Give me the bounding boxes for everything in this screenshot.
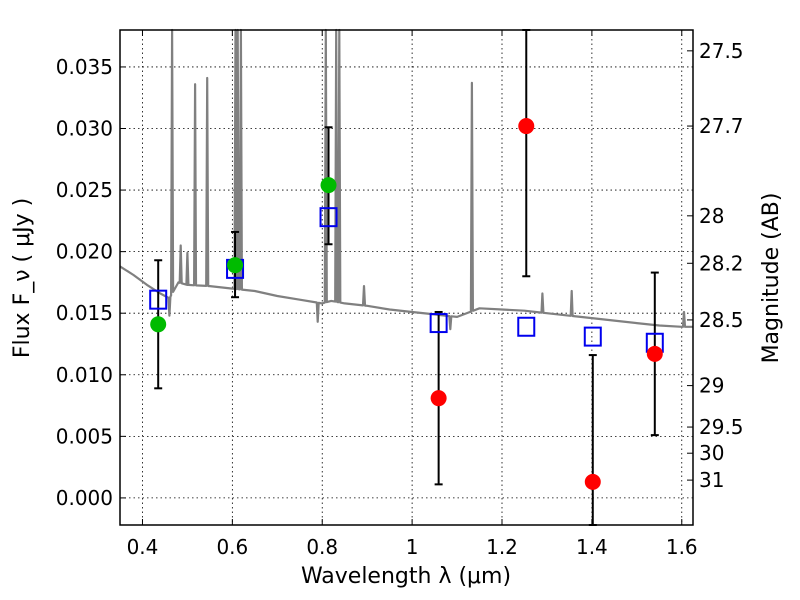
- y-tick-label: 0.000: [56, 486, 113, 510]
- magnitude-tick-label: 29: [699, 374, 724, 398]
- magnitude-axis-label: Magnitude (AB): [759, 193, 784, 364]
- spectrum-line: [119, 28, 693, 331]
- y-tick-label: 0.025: [56, 178, 113, 202]
- magnitude-tick-label: 27.5: [699, 39, 744, 63]
- x-axis-label: Wavelength λ (μm): [301, 564, 511, 589]
- magnitude-tick-label: 31: [699, 468, 724, 492]
- observed-point: [227, 257, 244, 274]
- magnitude-tick-label: 30: [699, 441, 724, 465]
- x-tick-label: 1: [406, 535, 419, 559]
- y-tick-label: 0.015: [56, 301, 113, 325]
- magnitude-tick-label: 27.7: [699, 114, 744, 138]
- y-tick-label: 0.020: [56, 240, 113, 264]
- y-tick-label: 0.005: [56, 424, 113, 448]
- magnitude-tick-label: 29.5: [699, 415, 744, 439]
- x-tick-label: 1.4: [576, 535, 608, 559]
- observed-point: [518, 118, 535, 135]
- model-band-point: [429, 313, 448, 334]
- model-band-point: [149, 289, 168, 310]
- magnitude-tick-label: 28.5: [699, 308, 744, 332]
- y-axis-label: Flux F_ν ( μJy ): [10, 198, 35, 358]
- model-band-point: [517, 316, 536, 337]
- observed-point: [584, 473, 601, 490]
- y-tick-label: 0.010: [56, 363, 113, 387]
- model-band-point: [319, 207, 338, 228]
- grid: [120, 30, 693, 525]
- x-tick-label: 0.8: [306, 535, 338, 559]
- x-tick-label: 1.2: [486, 535, 518, 559]
- x-tick-label: 0.6: [216, 535, 248, 559]
- observed-fluxes: [150, 118, 663, 490]
- observed-point: [150, 316, 167, 333]
- magnitude-tick-label: 28.2: [699, 251, 744, 275]
- model-band-point: [583, 326, 602, 347]
- x-tick-label: 1.6: [666, 535, 698, 559]
- y-tick-label: 0.030: [56, 117, 113, 141]
- axis-ticks: 0.4 0.6 0.8 1 1.2 1.4 1.6 0.000 0.005 0.010 0.015 0…: [56, 30, 744, 559]
- observed-point: [646, 345, 663, 362]
- y-tick-label: 0.035: [56, 55, 113, 79]
- model-spectrum: [119, 28, 693, 331]
- magnitude-tick-label: 28: [699, 204, 724, 228]
- observed-point: [320, 177, 337, 194]
- x-tick-label: 0.4: [127, 535, 159, 559]
- plot-frame: [119, 29, 694, 526]
- observed-point: [430, 390, 447, 407]
